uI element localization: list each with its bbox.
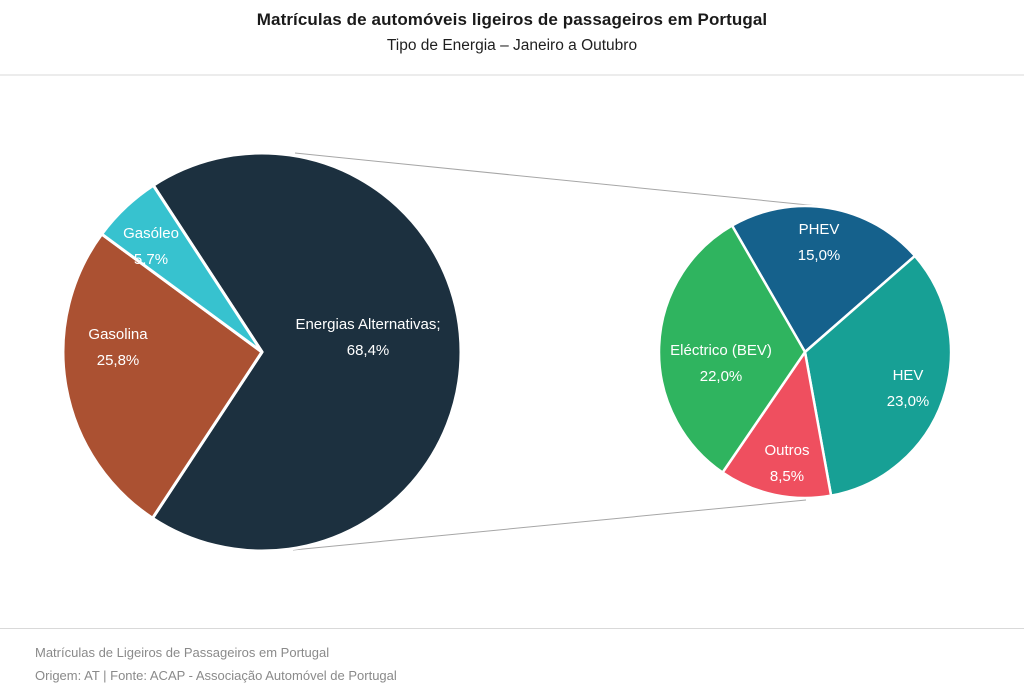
chart-title: Matrículas de automóveis ligeiros de pas… — [256, 10, 768, 29]
header-divider — [0, 74, 1024, 76]
pie-slice-electrico-bev — [657, 224, 807, 474]
footer-source-line2: Origem: AT | Fonte: ACAP - Associação Au… — [35, 668, 397, 683]
pie-slice-phev — [730, 204, 917, 354]
pie-slice-hev — [803, 254, 953, 497]
pie-slice-outros — [721, 350, 833, 500]
secondary-pie — [657, 204, 953, 500]
pie-slice-gasolina — [61, 232, 264, 520]
footer-source-line1: Matrículas de Ligeiros de Passageiros em… — [35, 645, 330, 660]
pie-slice-gasoleo — [100, 183, 264, 354]
connector-line-top — [294, 152, 819, 207]
chart-header: Matrículas de automóveis ligeiros de pas… — [0, 0, 1024, 75]
chart-subtitle: Tipo de Energia – Janeiro a Outubro — [386, 37, 638, 54]
connector-lines — [292, 152, 819, 551]
connector-line-bottom — [292, 499, 807, 551]
main-pie — [61, 151, 463, 553]
chart-footer: Matrículas de Ligeiros de Passageiros em… — [35, 641, 397, 683]
footer-divider — [0, 628, 1024, 629]
pie-slice-energias-alternativas — [151, 151, 463, 553]
